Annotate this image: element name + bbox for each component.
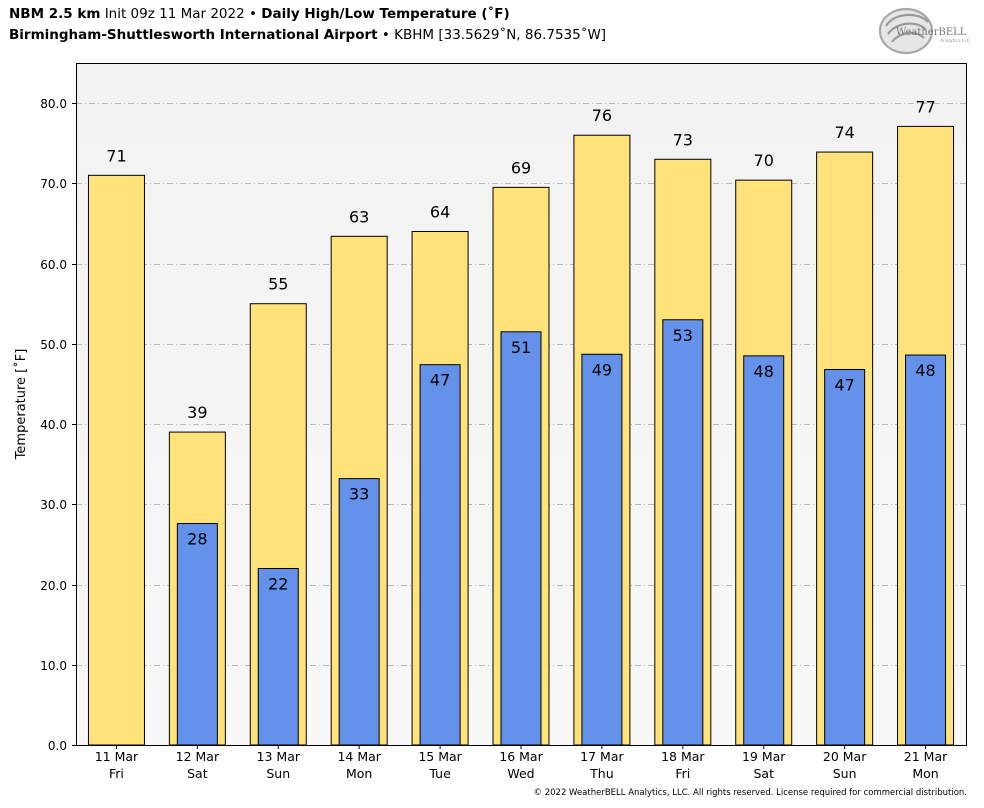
high-temp-label: 74 [834, 123, 854, 142]
x-tick-weekday: Wed [507, 766, 534, 781]
x-tick-label: 16 Mar [499, 749, 543, 764]
y-tick-label: 10.0 [40, 659, 67, 673]
low-temp-label: 49 [592, 360, 612, 379]
y-tick-label: 30.0 [40, 498, 67, 512]
x-tick-weekday: Fri [109, 766, 124, 781]
low-temp-label: 22 [268, 574, 288, 593]
title-bullet: • [249, 6, 257, 22]
x-tick-weekday: Tue [428, 766, 451, 781]
low-temp-label: 51 [511, 338, 531, 357]
x-tick-label: 13 Mar [257, 749, 301, 764]
high-temp-label: 39 [187, 403, 207, 422]
high-temp-label: 63 [349, 207, 369, 226]
x-tick-label: 20 Mar [823, 749, 867, 764]
x-tick-weekday: Fri [675, 766, 690, 781]
low-temperature-series [176, 319, 947, 746]
x-tick-weekday: Sat [187, 766, 208, 781]
y-tick-label: 60.0 [40, 258, 67, 272]
high-temp-label: 64 [430, 202, 450, 221]
low-temp-bar [824, 368, 866, 746]
low-temp-bar [662, 319, 704, 746]
y-axis: 0.0 10.0 20.0 30.0 40.0 50.0 60.0 70.0 80.0 [40, 97, 76, 753]
low-temp-label: 48 [754, 362, 774, 381]
high-temp-label: 77 [915, 97, 935, 116]
x-tick-weekday: Mon [346, 766, 372, 781]
high-temp-label: 69 [511, 158, 531, 177]
low-temp-bar [743, 355, 785, 746]
y-tick-label: 20.0 [40, 579, 67, 593]
x-tick-label: 18 Mar [661, 749, 705, 764]
low-temp-bar [338, 478, 380, 746]
y-tick-label: 70.0 [40, 177, 67, 191]
x-tick-label: 17 Mar [580, 749, 624, 764]
high-temp-label: 76 [592, 106, 612, 125]
x-axis: 11 Mar Fri 12 Mar Sat 13 Mar Sun 14 Mar Mon 15 M… [95, 745, 948, 781]
low-temp-bar [905, 354, 947, 746]
low-temp-label: 28 [187, 530, 207, 549]
title-bullet-2: • [381, 27, 390, 43]
x-tick-label: 12 Mar [176, 749, 220, 764]
high-temp-label: 55 [268, 275, 288, 294]
y-axis-label: Temperature [˚F] [13, 349, 29, 461]
low-temp-bar [581, 353, 623, 746]
high-temp-label: 73 [673, 130, 693, 149]
low-temp-label: 48 [915, 361, 935, 380]
value-labels: 71 39 28 55 22 63 33 64 47 69 51 76 49 73 53 70 48 74 47 77… [106, 97, 935, 593]
low-temp-bar [419, 364, 461, 746]
station-info: KBHM [33.5629˚N, 86.7535˚W] [394, 27, 607, 43]
y-tick-label: 50.0 [40, 338, 67, 352]
x-tick-label: 19 Mar [742, 749, 786, 764]
logo-wordmark: WeatherBELL [896, 27, 967, 38]
weatherbell-logo: WeatherBELL Analytics LLC [878, 7, 970, 55]
x-tick-label: 14 Mar [337, 749, 381, 764]
x-tick-weekday: Sat [753, 766, 774, 781]
x-tick-label: 21 Mar [904, 749, 948, 764]
model-name: NBM 2.5 km [9, 6, 101, 22]
x-tick-weekday: Mon [912, 766, 938, 781]
y-tick-label: 0.0 [48, 739, 67, 753]
low-temp-label: 47 [430, 371, 450, 390]
low-temp-label: 47 [834, 375, 854, 394]
high-temp-label: 71 [106, 146, 126, 165]
low-temp-bar [257, 567, 299, 746]
x-tick-weekday: Sun [833, 766, 857, 781]
low-temp-bar [176, 523, 218, 746]
y-tick-label: 40.0 [40, 418, 67, 432]
chart-title-line-1: NBM 2.5 km Init 09z 11 Mar 2022 • Daily … [9, 6, 510, 22]
low-temp-label: 53 [673, 326, 693, 345]
high-temp-bar [87, 174, 145, 746]
station-name: Birmingham-Shuttlesworth International A… [9, 27, 378, 43]
x-tick-weekday: Thu [589, 766, 613, 781]
high-temp-label: 70 [754, 151, 774, 170]
y-tick-label: 80.0 [40, 97, 67, 111]
init-time: Init 09z 11 Mar 2022 [104, 6, 245, 22]
x-tick-label: 15 Mar [418, 749, 462, 764]
logo-subtitle: Analytics LLC [940, 38, 970, 44]
x-tick-label: 11 Mar [95, 749, 139, 764]
product-name: Daily High/Low Temperature (˚F) [261, 6, 510, 22]
low-temp-bar [500, 331, 542, 746]
x-tick-weekday: Sun [266, 766, 290, 781]
chart-title-line-2: Birmingham-Shuttlesworth International A… [9, 27, 606, 43]
low-temp-label: 33 [349, 485, 369, 504]
copyright-notice: © 2022 WeatherBELL Analytics, LLC. All r… [533, 788, 967, 798]
